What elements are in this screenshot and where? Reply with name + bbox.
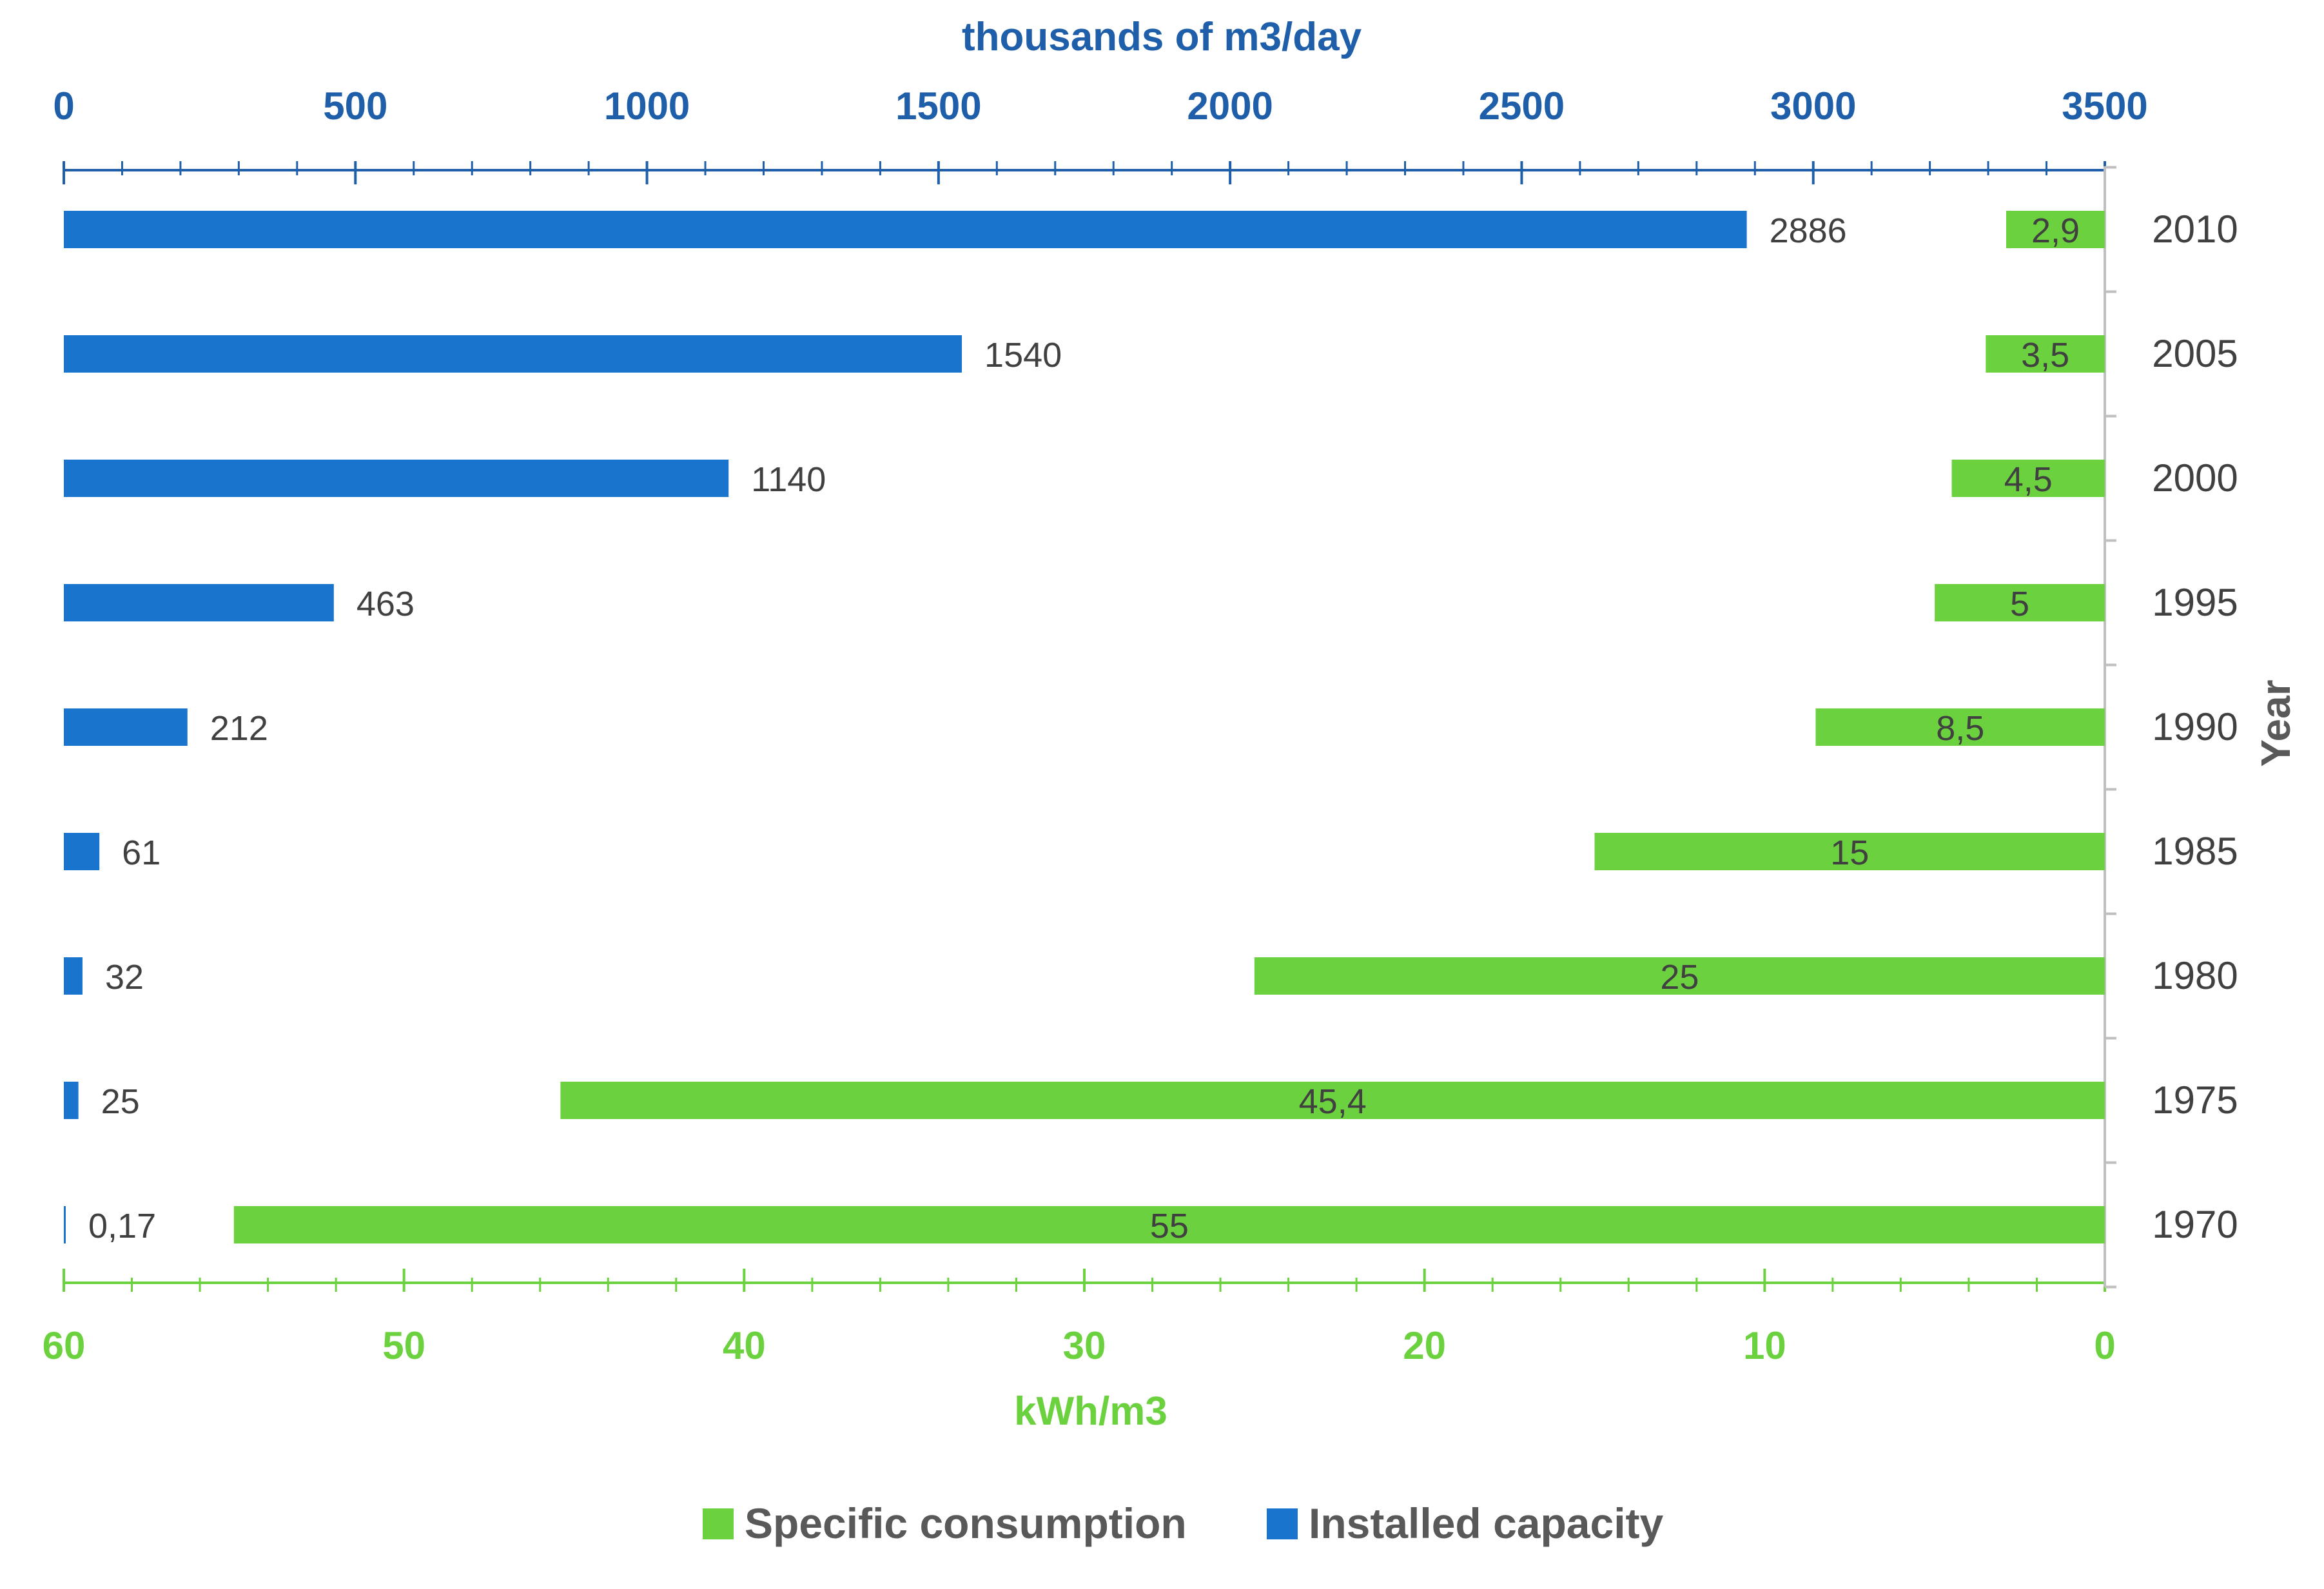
consumption-bar <box>1935 584 2105 621</box>
capacity-bar <box>64 335 962 373</box>
legend-swatch <box>1267 1508 1298 1539</box>
capacity-bar <box>64 1082 79 1119</box>
capacity-data-label: 25 <box>101 1082 140 1121</box>
capacity-data-label: 0,17 <box>88 1207 156 1245</box>
top-axis-tick-label: 3500 <box>2062 84 2147 128</box>
consumption-data-label: 5 <box>2010 585 2029 623</box>
capacity-data-label: 32 <box>105 958 144 997</box>
top-axis-title: thousands of m3/day <box>962 15 1362 59</box>
legend-label: Specific consumption <box>745 1499 1187 1547</box>
consumption-bar <box>560 1082 2105 1119</box>
consumption-data-label: 2,9 <box>2031 211 2080 250</box>
consumption-data-label: 25 <box>1660 958 1699 997</box>
capacity-bar <box>64 1206 66 1243</box>
bottom-axis-tick-label: 10 <box>1743 1324 1786 1367</box>
category-label: 1995 <box>2152 581 2238 624</box>
bottom-axis-tick-label: 0 <box>2094 1324 2115 1367</box>
capacity-data-label: 1540 <box>984 336 1062 375</box>
top-axis-tick-label: 3000 <box>1770 84 1856 128</box>
bottom-axis-tick-label: 30 <box>1063 1324 1106 1367</box>
category-label: 1985 <box>2152 830 2238 873</box>
bottom-axis-tick-label: 40 <box>723 1324 766 1367</box>
capacity-data-label: 1140 <box>751 460 826 499</box>
legend-swatch <box>703 1508 734 1539</box>
top-axis-tick-label: 1500 <box>895 84 981 128</box>
bottom-axis-tick-label: 50 <box>382 1324 425 1367</box>
consumption-data-label: 8,5 <box>1936 709 1984 748</box>
consumption-bar <box>1815 708 2105 746</box>
category-label: 1980 <box>2152 954 2238 997</box>
consumption-bar <box>1594 833 2105 870</box>
capacity-data-label: 463 <box>356 585 415 623</box>
category-label: 2000 <box>2152 456 2238 500</box>
capacity-bar <box>64 460 729 497</box>
capacity-bar <box>64 957 83 995</box>
consumption-data-label: 45,4 <box>1299 1082 1367 1121</box>
category-axis-title: Year <box>2252 679 2299 766</box>
bottom-axis-tick-label: 20 <box>1403 1324 1446 1367</box>
top-axis-tick-label: 2000 <box>1187 84 1273 128</box>
category-label: 2010 <box>2152 208 2238 251</box>
capacity-bar <box>64 833 100 870</box>
consumption-data-label: 3,5 <box>2021 336 2069 375</box>
consumption-bar <box>2006 211 2105 248</box>
capacity-bar <box>64 708 188 746</box>
category-label: 2005 <box>2152 332 2238 375</box>
top-axis-tick-label: 1000 <box>604 84 690 128</box>
capacity-data-label: 61 <box>122 833 161 872</box>
category-label: 1990 <box>2152 705 2238 748</box>
consumption-bar <box>1986 335 2105 373</box>
capacity-bar <box>64 584 334 621</box>
consumption-data-label: 55 <box>1150 1207 1189 1245</box>
bottom-axis-title: kWh/m3 <box>1014 1389 1167 1434</box>
consumption-data-label: 15 <box>1830 833 1869 872</box>
top-axis-tick-label: 2500 <box>1479 84 1565 128</box>
category-label: 1970 <box>2152 1203 2238 1246</box>
legend-label: Installed capacity <box>1309 1499 1664 1547</box>
capacity-data-label: 212 <box>210 709 268 748</box>
category-label: 1975 <box>2152 1078 2238 1122</box>
consumption-bar <box>1254 957 2105 995</box>
consumption-data-label: 4,5 <box>2004 460 2053 499</box>
bottom-axis-tick-label: 60 <box>43 1324 86 1367</box>
consumption-bar <box>1951 460 2105 497</box>
top-axis-tick-label: 500 <box>323 84 387 128</box>
top-axis-tick-label: 0 <box>53 84 74 128</box>
capacity-bar <box>64 211 1747 248</box>
capacity-data-label: 2886 <box>1770 211 1847 250</box>
consumption-bar <box>233 1206 2105 1243</box>
